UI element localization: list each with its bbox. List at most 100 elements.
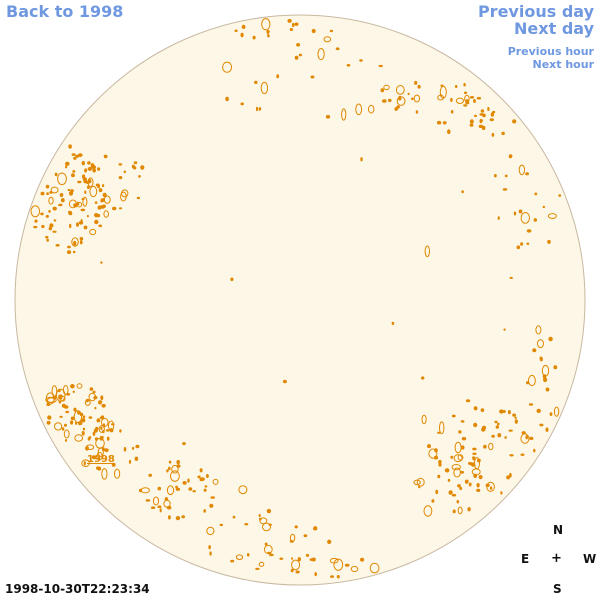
active-region-contour: [537, 339, 544, 349]
active-region-contour: [463, 104, 468, 107]
active-region-contour: [344, 563, 350, 567]
active-region-contour: [101, 468, 108, 480]
active-region-contour: [391, 321, 395, 325]
active-region-contour: [394, 107, 399, 111]
active-region-contour: [330, 575, 334, 578]
active-region-contour: [73, 407, 77, 412]
active-region-contour: [96, 418, 101, 423]
active-region-contour: [509, 472, 512, 478]
active-region-contour: [514, 419, 518, 424]
previous-day-link[interactable]: Previous day: [477, 2, 594, 21]
active-region-contour: [507, 410, 511, 415]
year-marker-link[interactable]: 1998: [87, 454, 115, 465]
active-region-contour: [442, 121, 447, 125]
active-region-contour: [553, 365, 558, 370]
active-region-contour: [74, 434, 84, 442]
active-region-contour: [305, 553, 310, 557]
active-region-contour: [427, 444, 431, 449]
active-region-contour: [473, 473, 478, 478]
active-region-contour: [476, 483, 480, 488]
active-region-contour: [490, 112, 495, 117]
active-region-contour: [481, 125, 486, 131]
active-region-contour: [80, 219, 83, 222]
next-hour-link[interactable]: Next hour: [532, 58, 595, 71]
active-region-contour: [447, 478, 451, 482]
active-region-contour: [311, 28, 316, 34]
active-region-contour: [235, 554, 244, 561]
active-region-contour: [118, 207, 123, 210]
active-region-contour: [71, 173, 74, 178]
active-region-contour: [492, 110, 496, 114]
active-region-contour: [81, 459, 90, 468]
next-day-link[interactable]: Next day: [514, 19, 594, 38]
active-region-contour: [383, 84, 390, 91]
active-region-contour: [157, 486, 162, 491]
previous-hour-link[interactable]: Previous hour: [507, 45, 594, 58]
active-region-contour: [512, 119, 517, 124]
active-region-contour: [100, 261, 103, 264]
active-region-contour: [518, 164, 526, 176]
active-region-contour: [450, 97, 453, 102]
active-region-contour: [68, 210, 72, 214]
active-region-contour: [84, 168, 87, 173]
active-region-contour: [111, 462, 116, 467]
active-region-contour: [230, 277, 234, 282]
active-region-contour: [203, 488, 207, 492]
active-region-contour: [199, 468, 203, 473]
active-region-contour: [525, 172, 529, 176]
active-region-contour: [225, 96, 229, 102]
active-region-contour: [438, 459, 442, 465]
active-region-contour: [123, 170, 127, 174]
active-region-contour: [119, 429, 122, 433]
active-region-contour: [104, 448, 109, 453]
active-region-contour: [118, 176, 123, 180]
active-region-contour: [508, 154, 513, 158]
active-region-contour: [175, 516, 181, 521]
active-region-contour: [118, 163, 123, 166]
active-region-contour: [501, 131, 505, 136]
active-region-contour: [54, 172, 58, 177]
active-region-contour: [476, 96, 482, 100]
active-region-contour: [81, 161, 86, 166]
active-region-contour: [132, 446, 135, 450]
active-region-contour: [68, 199, 78, 209]
active-region-contour: [64, 405, 69, 409]
active-region-contour: [67, 245, 71, 249]
active-region-contour: [244, 523, 249, 526]
active-region-contour: [541, 364, 550, 377]
active-region-contour: [494, 174, 497, 178]
active-region-contour: [85, 444, 95, 451]
active-region-contour: [548, 336, 553, 342]
active-region-contour: [171, 464, 179, 474]
active-region-contour: [291, 557, 294, 560]
active-region-contour: [457, 506, 463, 515]
active-region-contour: [472, 447, 477, 451]
active-region-contour: [333, 558, 344, 571]
active-region-contour: [106, 436, 110, 441]
active-region-contour: [87, 166, 93, 171]
active-region-contour: [413, 94, 421, 103]
active-region-contour: [368, 104, 375, 114]
active-region-contour: [255, 106, 259, 112]
active-region-contour: [491, 132, 495, 137]
active-region-contour: [291, 22, 295, 28]
active-region-contour: [473, 406, 478, 411]
active-region-contour: [431, 499, 435, 503]
active-region-contour: [170, 470, 180, 482]
active-region-contour: [474, 114, 477, 118]
active-region-contour: [549, 412, 553, 417]
active-region-contour: [111, 423, 115, 426]
active-region-contour: [259, 517, 268, 525]
active-region-contour: [469, 96, 475, 99]
back-to-year-link[interactable]: Back to 1998: [6, 2, 124, 21]
active-region-contour: [157, 505, 162, 509]
active-region-contour: [59, 415, 63, 418]
active-region-contour: [276, 74, 280, 79]
active-region-contour: [81, 197, 85, 201]
active-region-contour: [499, 409, 504, 414]
active-region-contour: [448, 490, 453, 495]
active-region-contour: [506, 475, 511, 480]
active-region-contour: [440, 84, 444, 87]
active-region-contour: [63, 423, 67, 427]
active-region-contour: [114, 468, 121, 479]
